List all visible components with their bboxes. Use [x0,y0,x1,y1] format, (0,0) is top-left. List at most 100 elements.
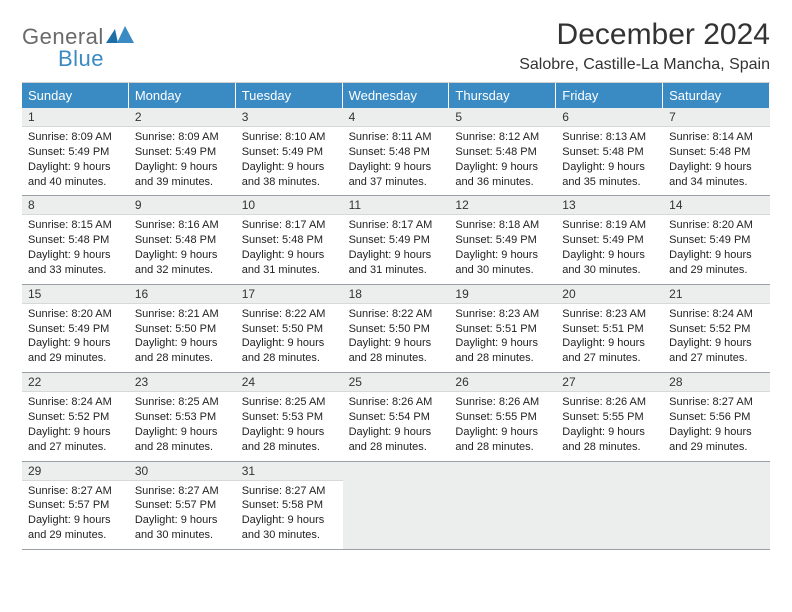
sunrise-line: Sunrise: 8:24 AM [669,307,764,322]
day-number: 2 [129,108,236,127]
sunrise-line: Sunrise: 8:13 AM [562,130,657,145]
daylight-line: Daylight: 9 hours and 28 minutes. [242,425,337,455]
sunrise-line: Sunrise: 8:10 AM [242,130,337,145]
day-number: 7 [663,108,770,127]
daylight-line: Daylight: 9 hours and 29 minutes. [28,513,123,543]
daylight-line: Daylight: 9 hours and 27 minutes. [562,336,657,366]
daylight-line: Daylight: 9 hours and 27 minutes. [669,336,764,366]
sunrise-line: Sunrise: 8:27 AM [242,484,337,499]
logo-text-blue: Blue [58,46,134,72]
header: General Blue December 2024 Salobre, Cast… [22,18,770,74]
weekday-header: Tuesday [236,83,343,108]
sunset-line: Sunset: 5:49 PM [242,145,337,160]
sunset-line: Sunset: 5:51 PM [455,322,550,337]
empty-cell [449,462,556,550]
sunrise-line: Sunrise: 8:27 AM [28,484,123,499]
sunset-line: Sunset: 5:49 PM [135,145,230,160]
day-number: 4 [343,108,450,127]
sunset-line: Sunset: 5:55 PM [562,410,657,425]
sunset-line: Sunset: 5:58 PM [242,498,337,513]
day-cell: 9 Sunrise: 8:16 AM Sunset: 5:48 PM Dayli… [129,196,236,284]
sunrise-line: Sunrise: 8:17 AM [242,218,337,233]
daylight-line: Daylight: 9 hours and 38 minutes. [242,160,337,190]
sunset-line: Sunset: 5:48 PM [28,233,123,248]
weekday-header: Wednesday [343,83,450,108]
weekday-header: Monday [129,83,236,108]
day-cell: 10 Sunrise: 8:17 AM Sunset: 5:48 PM Dayl… [236,196,343,284]
sunrise-line: Sunrise: 8:19 AM [562,218,657,233]
sunrise-line: Sunrise: 8:22 AM [242,307,337,322]
sunset-line: Sunset: 5:49 PM [669,233,764,248]
sunset-line: Sunset: 5:49 PM [349,233,444,248]
day-cell: 29 Sunrise: 8:27 AM Sunset: 5:57 PM Dayl… [22,462,129,550]
sunrise-line: Sunrise: 8:12 AM [455,130,550,145]
sunrise-line: Sunrise: 8:20 AM [28,307,123,322]
day-cell: 4 Sunrise: 8:11 AM Sunset: 5:48 PM Dayli… [343,108,450,196]
logo-mark-icon [106,26,134,49]
day-number: 19 [449,285,556,304]
day-number: 30 [129,462,236,481]
day-cell: 7 Sunrise: 8:14 AM Sunset: 5:48 PM Dayli… [663,108,770,196]
day-number: 6 [556,108,663,127]
sunrise-line: Sunrise: 8:23 AM [562,307,657,322]
sunrise-line: Sunrise: 8:17 AM [349,218,444,233]
day-cell: 1 Sunrise: 8:09 AM Sunset: 5:49 PM Dayli… [22,108,129,196]
sunrise-line: Sunrise: 8:15 AM [28,218,123,233]
calendar-grid: SundayMondayTuesdayWednesdayThursdayFrid… [22,82,770,550]
sunset-line: Sunset: 5:53 PM [242,410,337,425]
logo: General Blue [22,18,134,72]
sunrise-line: Sunrise: 8:26 AM [455,395,550,410]
daylight-line: Daylight: 9 hours and 28 minutes. [242,336,337,366]
sunset-line: Sunset: 5:50 PM [242,322,337,337]
daylight-line: Daylight: 9 hours and 33 minutes. [28,248,123,278]
sunrise-line: Sunrise: 8:26 AM [349,395,444,410]
day-cell: 5 Sunrise: 8:12 AM Sunset: 5:48 PM Dayli… [449,108,556,196]
sunset-line: Sunset: 5:52 PM [28,410,123,425]
daylight-line: Daylight: 9 hours and 31 minutes. [242,248,337,278]
day-number: 27 [556,373,663,392]
weekday-header: Saturday [663,83,770,108]
daylight-line: Daylight: 9 hours and 27 minutes. [28,425,123,455]
sunrise-line: Sunrise: 8:25 AM [242,395,337,410]
day-cell: 13 Sunrise: 8:19 AM Sunset: 5:49 PM Dayl… [556,196,663,284]
day-number: 13 [556,196,663,215]
weekday-header: Sunday [22,83,129,108]
daylight-line: Daylight: 9 hours and 28 minutes. [455,425,550,455]
sunset-line: Sunset: 5:51 PM [562,322,657,337]
sunset-line: Sunset: 5:48 PM [242,233,337,248]
day-number: 17 [236,285,343,304]
day-number: 16 [129,285,236,304]
sunrise-line: Sunrise: 8:27 AM [135,484,230,499]
empty-cell [663,462,770,550]
day-cell: 25 Sunrise: 8:26 AM Sunset: 5:54 PM Dayl… [343,373,450,461]
daylight-line: Daylight: 9 hours and 29 minutes. [669,425,764,455]
daylight-line: Daylight: 9 hours and 28 minutes. [349,425,444,455]
day-number: 28 [663,373,770,392]
sunset-line: Sunset: 5:48 PM [562,145,657,160]
day-cell: 6 Sunrise: 8:13 AM Sunset: 5:48 PM Dayli… [556,108,663,196]
sunset-line: Sunset: 5:50 PM [135,322,230,337]
sunrise-line: Sunrise: 8:25 AM [135,395,230,410]
day-number: 11 [343,196,450,215]
sunrise-line: Sunrise: 8:11 AM [349,130,444,145]
sunset-line: Sunset: 5:49 PM [28,145,123,160]
daylight-line: Daylight: 9 hours and 28 minutes. [562,425,657,455]
sunset-line: Sunset: 5:57 PM [135,498,230,513]
sunrise-line: Sunrise: 8:27 AM [669,395,764,410]
daylight-line: Daylight: 9 hours and 37 minutes. [349,160,444,190]
day-cell: 31 Sunrise: 8:27 AM Sunset: 5:58 PM Dayl… [236,462,343,550]
day-cell: 11 Sunrise: 8:17 AM Sunset: 5:49 PM Dayl… [343,196,450,284]
day-cell: 22 Sunrise: 8:24 AM Sunset: 5:52 PM Dayl… [22,373,129,461]
day-number: 24 [236,373,343,392]
day-number: 1 [22,108,129,127]
empty-cell [556,462,663,550]
sunset-line: Sunset: 5:48 PM [135,233,230,248]
day-number: 12 [449,196,556,215]
day-cell: 26 Sunrise: 8:26 AM Sunset: 5:55 PM Dayl… [449,373,556,461]
month-title: December 2024 [519,18,770,52]
day-number: 29 [22,462,129,481]
day-cell: 12 Sunrise: 8:18 AM Sunset: 5:49 PM Dayl… [449,196,556,284]
daylight-line: Daylight: 9 hours and 30 minutes. [562,248,657,278]
sunset-line: Sunset: 5:55 PM [455,410,550,425]
day-number: 23 [129,373,236,392]
